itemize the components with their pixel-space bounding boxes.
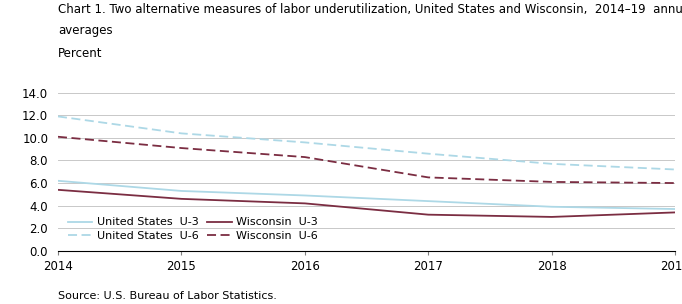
Text: Chart 1. Two alternative measures of labor underutilization, United States and W: Chart 1. Two alternative measures of lab… (58, 3, 682, 16)
Text: Source: U.S. Bureau of Labor Statistics.: Source: U.S. Bureau of Labor Statistics. (58, 291, 277, 301)
Legend: United States  U-3, United States  U-6, Wisconsin  U-3, Wisconsin  U-6: United States U-3, United States U-6, Wi… (63, 213, 323, 245)
Text: averages: averages (58, 24, 113, 37)
Text: Percent: Percent (58, 47, 102, 60)
